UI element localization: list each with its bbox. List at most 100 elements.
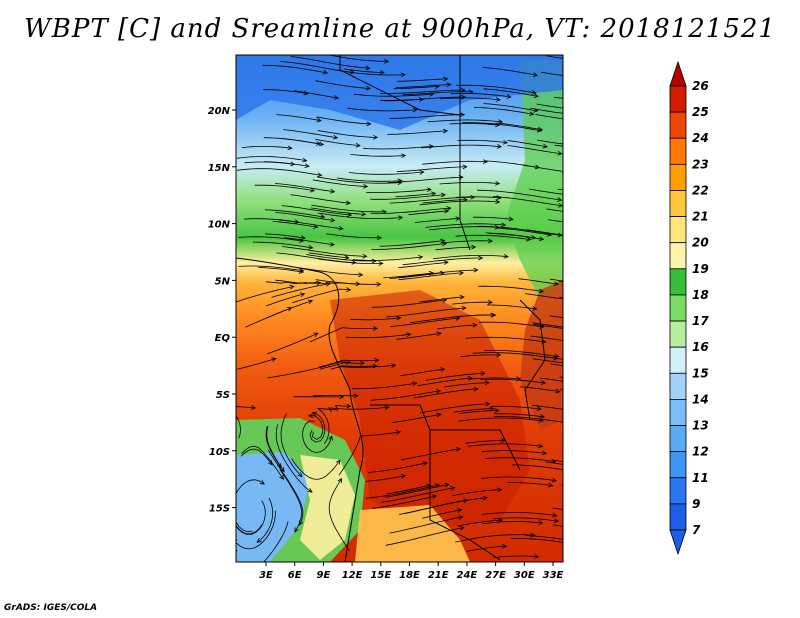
- streamline: [266, 425, 285, 472]
- streamline: [319, 362, 365, 370]
- colorbar-label: 24: [692, 131, 709, 145]
- colorbar-label: 9: [692, 497, 700, 511]
- streamline: [386, 484, 431, 495]
- colorbar-segment: [669, 242, 687, 270]
- streamline-arrow: [294, 527, 299, 533]
- colorbar-label: 15: [692, 366, 709, 380]
- streamline-arrow: [444, 208, 450, 214]
- streamline: [236, 500, 266, 535]
- streamline: [553, 96, 563, 99]
- streamline-arrow: [329, 188, 336, 194]
- streamline-arrow: [627, 538, 631, 542]
- streamline-arrow: [329, 241, 335, 247]
- streamline-arrow: [597, 57, 601, 61]
- streamline-arrow: [491, 312, 497, 318]
- streamline: [551, 459, 563, 462]
- streamline-arrow: [256, 538, 262, 543]
- streamline-arrow: [542, 143, 548, 149]
- streamline-arrow: [455, 447, 461, 452]
- lon-label: 9E: [317, 570, 331, 581]
- streamline: [236, 524, 263, 535]
- streamline-arrow: [363, 184, 369, 189]
- streamline: [385, 484, 449, 498]
- streamline: [363, 145, 434, 150]
- streamline: [480, 378, 546, 384]
- streamline-arrow: [396, 315, 402, 321]
- colorbar-label: 23: [692, 157, 709, 171]
- streamline: [310, 207, 366, 215]
- streamline-arrow: [640, 297, 644, 301]
- streamline: [236, 510, 276, 550]
- streamline: [398, 261, 449, 268]
- streamline: [413, 388, 479, 399]
- streamline-arrow: [400, 474, 407, 479]
- colorbar: 26 25 24 23 22 21 20 19 18 17 16 15 14 13 12 11 9 7: [669, 60, 709, 556]
- streamline: [493, 555, 539, 558]
- colorbar-segment: [669, 346, 687, 374]
- streamline: [559, 388, 563, 390]
- streamline-arrow: [298, 238, 304, 243]
- streamline-arrow: [552, 512, 558, 518]
- streamline-arrow: [431, 191, 437, 197]
- streamline-arrow: [557, 202, 563, 208]
- colorbar-segment: [669, 425, 687, 453]
- streamline: [279, 468, 303, 533]
- streamline: [399, 368, 445, 377]
- streamline-arrow: [531, 90, 537, 95]
- streamline: [387, 130, 448, 135]
- streamline-arrow: [485, 401, 491, 407]
- streamline: [494, 413, 545, 418]
- streamline-arrow: [494, 224, 500, 230]
- streamline: [275, 424, 313, 493]
- streamline: [266, 332, 319, 355]
- streamline-arrow: [541, 450, 548, 456]
- streamline-arrow: [601, 368, 605, 372]
- streamline: [546, 356, 563, 360]
- colorbar-segment: [669, 216, 687, 244]
- wbpt-region-east-green: [505, 60, 563, 300]
- streamline-arrow: [473, 386, 480, 392]
- colorbar-label: 17: [692, 314, 709, 328]
- streamline-arrow: [426, 187, 432, 193]
- colorbar-label: 25: [692, 105, 709, 119]
- streamline: [330, 364, 396, 370]
- lon-label: 18E: [399, 570, 420, 581]
- lat-label: 5N: [215, 276, 231, 287]
- streamline: [537, 139, 563, 145]
- streamline: [297, 267, 363, 276]
- streamline: [347, 107, 418, 112]
- streamline: [344, 68, 384, 73]
- colorbar-segment: [669, 85, 687, 113]
- streamline-arrow: [532, 72, 538, 77]
- streamline: [422, 509, 462, 519]
- streamline-arrow: [551, 458, 557, 464]
- streamline: [315, 138, 360, 146]
- streamline-arrow: [591, 282, 595, 286]
- streamline: [481, 476, 557, 482]
- streamline: [457, 139, 508, 144]
- streamline-arrow: [496, 144, 502, 149]
- streamline-arrow: [299, 292, 306, 297]
- colorbar-label: 22: [692, 183, 709, 197]
- streamline: [493, 517, 559, 522]
- streamline-arrow: [338, 225, 344, 231]
- streamline-arrow: [372, 326, 379, 331]
- streamline: [462, 122, 542, 132]
- streamline-arrow: [546, 232, 553, 237]
- streamline-arrow: [480, 371, 486, 376]
- streamline-arrow: [435, 483, 441, 489]
- streamline: [272, 221, 318, 228]
- streamline: [241, 146, 292, 149]
- streamline: [497, 122, 543, 131]
- streamline: [450, 314, 496, 318]
- streamline: [450, 93, 511, 98]
- streamline-arrow: [450, 486, 456, 491]
- lat-label: 5S: [216, 390, 230, 401]
- streamline-arrow: [572, 234, 576, 238]
- streamline-arrow: [307, 299, 314, 305]
- streamline-arrow: [487, 299, 494, 305]
- streamline: [477, 225, 563, 236]
- streamline-arrow: [596, 146, 600, 150]
- streamline: [265, 300, 313, 319]
